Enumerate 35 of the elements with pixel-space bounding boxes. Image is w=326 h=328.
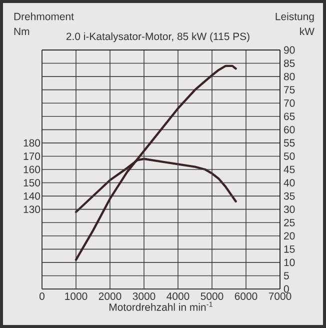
- x-tick-label: 0: [40, 292, 44, 300]
- x-tick-label: 3000: [132, 292, 156, 300]
- y2-tick-label: 40: [284, 179, 295, 186]
- y2-tick-label: 80: [284, 72, 295, 80]
- y2-tick-label: 85: [284, 60, 295, 67]
- y2-tick-label: 30: [284, 206, 295, 214]
- y2-tick-label: 35: [284, 192, 295, 200]
- y2-tick-label: 25: [284, 218, 295, 226]
- y2-tick-label: 90: [284, 46, 295, 54]
- x-tick-label: 2000: [98, 292, 122, 300]
- x-tick-label: 6000: [234, 292, 258, 300]
- y2-tick-label: 5: [284, 272, 289, 280]
- y-tick-label: 170: [24, 152, 40, 160]
- x-tick-label: 4000: [166, 292, 190, 300]
- y-tick-label: 160: [24, 166, 40, 174]
- y2-tick-label: 60: [284, 126, 295, 134]
- y2-tick-label: 0: [284, 285, 289, 293]
- y-tick-label: 130: [24, 206, 40, 214]
- y2-tick-label: 65: [284, 112, 295, 120]
- y2-tick-label: 45: [284, 166, 295, 174]
- y2-tick-label: 75: [284, 86, 295, 94]
- x-tick-label: 7000: [268, 292, 292, 300]
- y2-tick-label: 55: [284, 139, 295, 147]
- y-tick-label: 140: [24, 192, 40, 200]
- y2-axis-title: Leistung kW: [276, 12, 314, 36]
- y-tick-label: 180: [24, 139, 40, 147]
- x-tick-label: 1000: [65, 292, 88, 300]
- x-axis-title: Motordrehzahl in min$^{-1}$: [110, 302, 212, 311]
- y2-tick-label: 10: [284, 258, 295, 266]
- y2-tick-label: 50: [284, 152, 295, 160]
- x-tick-label: 5000: [200, 292, 224, 300]
- y2-tick-label: 15: [284, 246, 295, 253]
- y-tick-label: 150: [24, 179, 40, 186]
- y2-tick-label: 20: [284, 232, 295, 240]
- y2-tick-label: 70: [284, 99, 295, 107]
